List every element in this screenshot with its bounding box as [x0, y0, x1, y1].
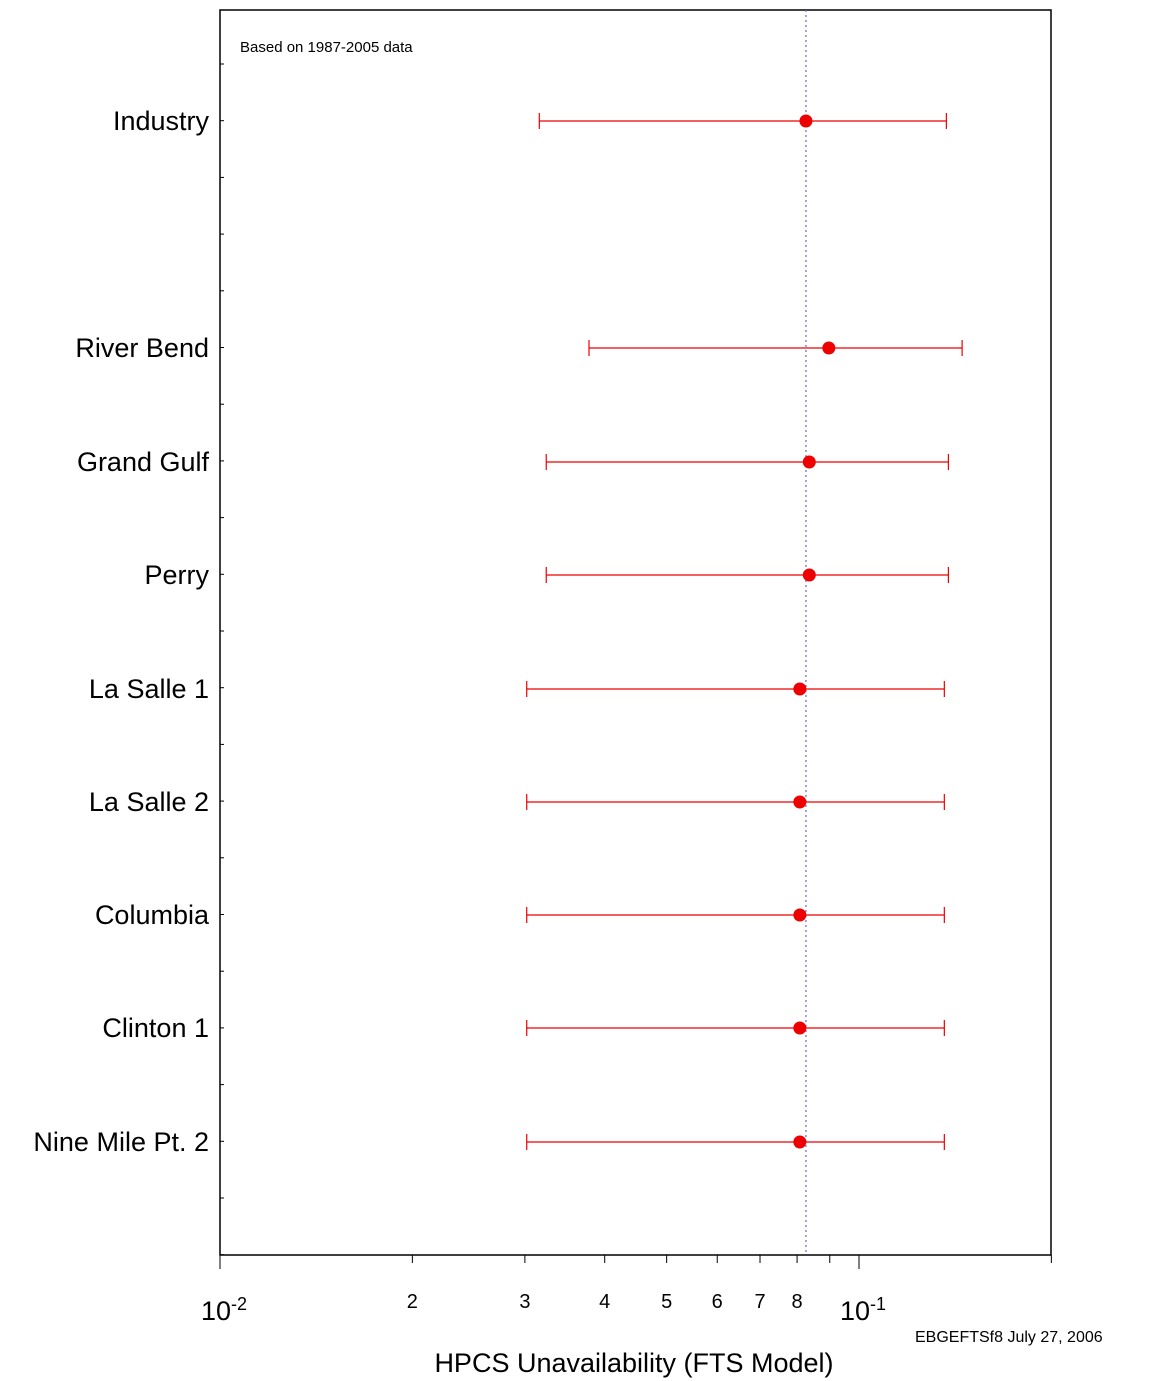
footer-note: EBGEFTSf8 July 27, 2006: [915, 1329, 1103, 1346]
category-label-0: Industry: [113, 106, 210, 136]
category-label-1: River Bend: [75, 333, 209, 363]
x-tick-labels: 10-2 2 3 4 5 6 7 8 10-1: [201, 1291, 886, 1326]
x-tick-label-0: 10-2: [201, 1294, 247, 1326]
x-tick-label-6: 7: [754, 1291, 765, 1313]
x-tick-label-3: 4: [599, 1291, 610, 1313]
category-label-4: La Salle 1: [89, 674, 209, 704]
category-label-3: Perry: [144, 560, 209, 590]
category-label-2: Grand Gulf: [77, 447, 210, 477]
x-tick-label-4: 5: [661, 1291, 672, 1313]
x-tick-label-2: 3: [519, 1291, 530, 1313]
x-tick-label-7: 8: [792, 1291, 803, 1313]
annotation: Based on 1987-2005 data: [240, 39, 413, 56]
series-group: [526, 113, 963, 1150]
category-label-5: La Salle 2: [89, 787, 209, 817]
category-label-7: Clinton 1: [102, 1013, 209, 1043]
category-label-8: Nine Mile Pt. 2: [33, 1127, 209, 1157]
plot-frame: [219, 9, 1052, 1256]
x-tick-label-5: 6: [712, 1291, 723, 1313]
data-point-3: [802, 568, 816, 582]
x-tick-label-1: 2: [407, 1291, 418, 1313]
data-point-2: [802, 455, 816, 469]
x-axis-label: HPCS Unavailability (FTS Model): [434, 1348, 833, 1378]
y-axis-ticks: [220, 63, 224, 1256]
data-point-6: [793, 908, 807, 922]
category-labels: Industry River Bend Grand Gulf Perry La Sall…: [33, 106, 210, 1157]
x-axis-ticks: [219, 1255, 1052, 1269]
data-point-4: [793, 682, 807, 696]
data-point-5: [793, 795, 807, 809]
data-point-8: [793, 1135, 807, 1149]
data-point-0: [799, 114, 813, 128]
data-point-7: [793, 1021, 807, 1035]
x-tick-label-8: 10-1: [840, 1294, 886, 1326]
category-label-6: Columbia: [95, 900, 210, 930]
data-point-1: [822, 341, 836, 355]
